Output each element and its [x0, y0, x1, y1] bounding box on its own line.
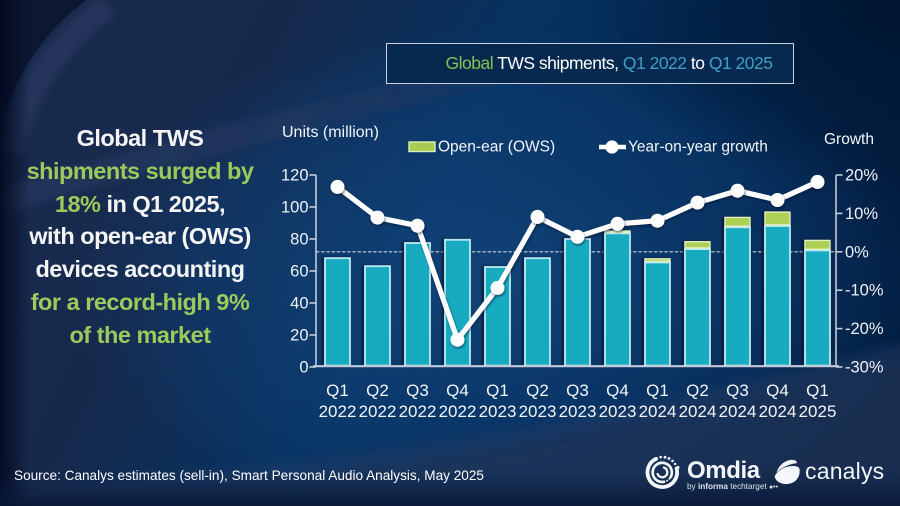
svg-text:-30%: -30%	[845, 359, 884, 377]
svg-text:Year-on-year growth: Year-on-year growth	[628, 139, 768, 156]
svg-text:Q2: Q2	[686, 381, 709, 400]
svg-text:2023: 2023	[599, 402, 637, 421]
svg-text:2022: 2022	[439, 402, 477, 421]
svg-text:Q3: Q3	[566, 381, 589, 400]
svg-text:2023: 2023	[559, 402, 597, 421]
svg-text:80: 80	[290, 231, 308, 249]
svg-text:10%: 10%	[845, 205, 878, 223]
svg-text:Q3: Q3	[726, 381, 749, 400]
svg-text:Units (million): Units (million)	[282, 124, 379, 141]
svg-text:2022: 2022	[399, 402, 437, 421]
svg-text:2024: 2024	[719, 402, 757, 421]
svg-text:Q2: Q2	[366, 381, 389, 400]
svg-text:100: 100	[281, 199, 309, 217]
svg-text:60: 60	[290, 263, 308, 281]
svg-text:Omdia: Omdia	[687, 457, 761, 484]
svg-text:Q1: Q1	[326, 381, 349, 400]
svg-text:20%: 20%	[845, 167, 878, 185]
svg-text:2022: 2022	[319, 402, 357, 421]
svg-text:20: 20	[290, 327, 308, 345]
svg-text:2024: 2024	[759, 402, 797, 421]
svg-text:by informa techtarget ●••: by informa techtarget ●••	[687, 482, 779, 491]
svg-text:Q4: Q4	[766, 381, 789, 400]
svg-text:Q4: Q4	[446, 381, 469, 400]
svg-text:Open-ear (OWS): Open-ear (OWS)	[438, 139, 555, 156]
svg-text:Q1: Q1	[806, 381, 829, 400]
svg-text:0: 0	[299, 359, 308, 377]
svg-text:2023: 2023	[479, 402, 517, 421]
svg-text:40: 40	[290, 295, 308, 313]
svg-text:2024: 2024	[639, 402, 677, 421]
svg-text:2025: 2025	[799, 402, 837, 421]
svg-text:120: 120	[281, 167, 309, 185]
svg-text:-20%: -20%	[845, 320, 884, 338]
svg-text:Q1: Q1	[486, 381, 509, 400]
svg-text:0%: 0%	[845, 243, 869, 261]
svg-text:Q2: Q2	[526, 381, 549, 400]
svg-text:Q4: Q4	[606, 381, 629, 400]
svg-text:canalys: canalys	[805, 458, 884, 484]
svg-text:Q1: Q1	[646, 381, 669, 400]
svg-text:2023: 2023	[519, 402, 557, 421]
svg-text:Growth: Growth	[824, 131, 874, 148]
svg-text:Q3: Q3	[406, 381, 429, 400]
svg-text:-10%: -10%	[845, 282, 884, 300]
svg-text:2022: 2022	[359, 402, 397, 421]
svg-text:2024: 2024	[679, 402, 717, 421]
